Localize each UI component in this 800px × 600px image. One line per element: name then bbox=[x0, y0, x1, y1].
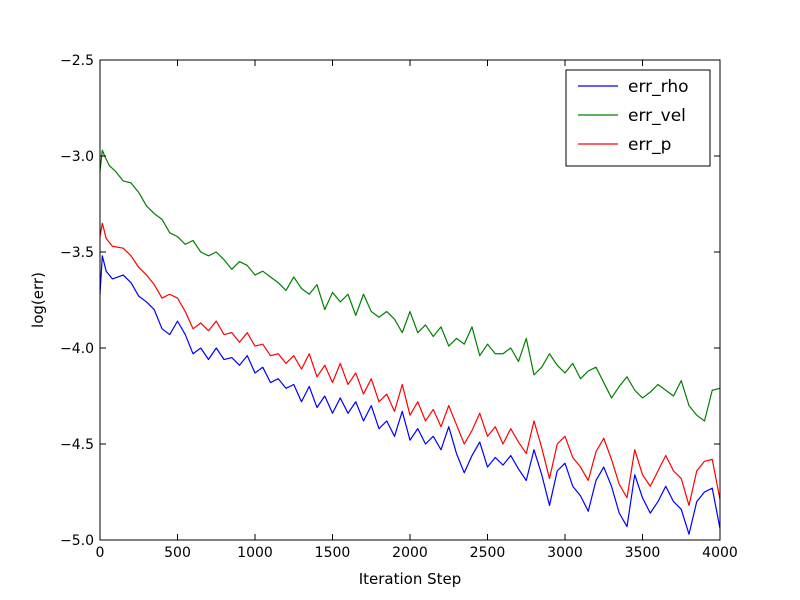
x-tick-label: 4000 bbox=[702, 545, 738, 561]
x-tick-label: 3000 bbox=[547, 545, 583, 561]
y-tick-label: −3.5 bbox=[60, 245, 94, 261]
series-line-err-rho bbox=[99, 255, 721, 535]
x-tick-label: 2000 bbox=[392, 545, 428, 561]
y-axis-ticks: −2.5 −3.0 −3.5 −4.0 −4.5 −5.0 bbox=[60, 53, 720, 549]
x-tick-label: 3500 bbox=[625, 545, 661, 561]
x-tick-label: 500 bbox=[164, 545, 191, 561]
legend: err_rho err_vel err_p bbox=[565, 69, 711, 167]
x-tick-label: 1000 bbox=[237, 545, 273, 561]
x-tick-label: 2500 bbox=[470, 545, 506, 561]
x-tick-label: 1500 bbox=[315, 545, 351, 561]
legend-label-err-rho: err_rho bbox=[628, 77, 689, 97]
series-layer bbox=[99, 149, 721, 535]
x-axis-title: Iteration Step bbox=[359, 570, 462, 588]
y-tick-label: −4.5 bbox=[60, 437, 94, 453]
y-tick-label: −4.0 bbox=[60, 341, 94, 357]
x-axis-ticks: 0 500 1000 1500 2000 2500 3000 3500 4000 bbox=[96, 60, 738, 561]
legend-label-err-p: err_p bbox=[628, 135, 671, 155]
y-tick-label: −2.5 bbox=[60, 53, 94, 69]
y-tick-label: −5.0 bbox=[60, 533, 94, 549]
y-axis-title: log(err) bbox=[29, 272, 47, 328]
y-tick-label: −3.0 bbox=[60, 149, 94, 165]
x-tick-label: 0 bbox=[96, 545, 105, 561]
series-line-err-p bbox=[99, 222, 721, 507]
series-line-err-vel bbox=[99, 149, 721, 422]
legend-label-err-vel: err_vel bbox=[628, 106, 686, 126]
